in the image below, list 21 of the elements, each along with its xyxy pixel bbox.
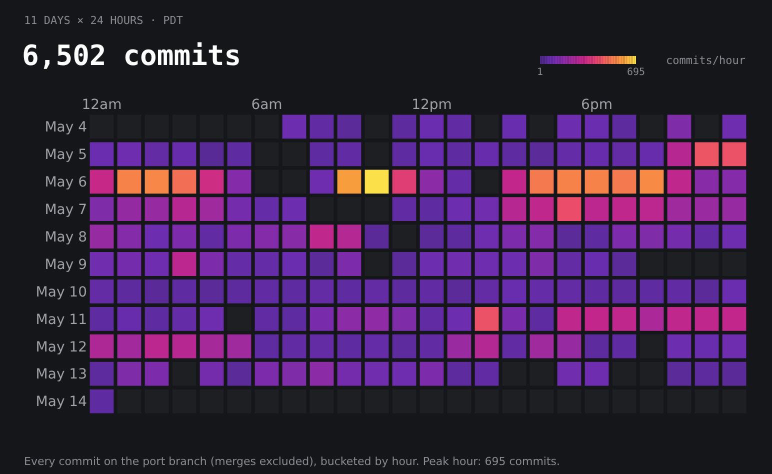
y-tick-label: May 14 [36, 394, 88, 410]
text: Every commit on the port branch (merges excluded), bucketed by hour. Peak hour: 695 commits. [24, 455, 560, 468]
color-bar-label: 695 [626, 67, 646, 78]
color-bar-title: commits/hour [666, 54, 746, 67]
y-tick-label: May 4 [44, 120, 88, 136]
y-tick-label: May 13 [36, 366, 87, 383]
y-tick-label: May 11 [36, 312, 87, 328]
y-tick-label: May 6 [44, 174, 88, 191]
x-tick-label: 12pm [412, 97, 452, 114]
y-tick-label: May 12 [36, 339, 87, 356]
y-tick-label: May 10 [36, 284, 87, 300]
x-tick-label: 6am [251, 97, 282, 114]
y-tick-label: May 5 [44, 147, 87, 164]
y-tick-label: May 8 [44, 229, 87, 246]
x-tick-label: 6pm [581, 97, 612, 114]
y-tick-label: May 9 [44, 256, 87, 273]
y-tick-label: May 7 [44, 202, 87, 218]
chart-subtitle: 11 DAYS × 24 HOURS · PDT [24, 14, 184, 27]
x-tick-label: 12am [82, 97, 122, 114]
chart-title: 6,502 commits [22, 38, 242, 72]
color-bar-label: 1 [536, 67, 544, 78]
